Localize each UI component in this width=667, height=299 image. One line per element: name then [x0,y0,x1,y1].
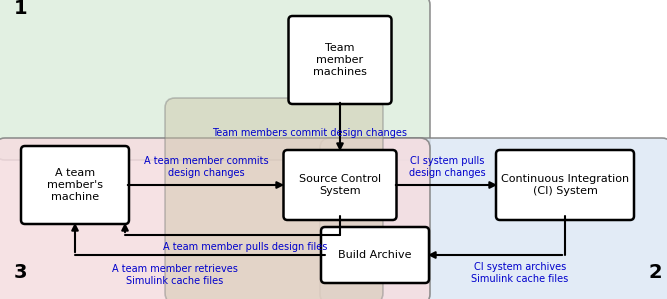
FancyBboxPatch shape [320,138,667,299]
Text: Continuous Integration
(CI) System: Continuous Integration (CI) System [501,174,629,196]
Text: Source Control
System: Source Control System [299,174,381,196]
FancyBboxPatch shape [289,16,392,104]
FancyBboxPatch shape [165,98,383,299]
Text: Team members commit design changes: Team members commit design changes [213,128,408,138]
Text: A team
member's
machine: A team member's machine [47,168,103,202]
FancyBboxPatch shape [0,138,430,299]
Text: A team member retrieves
Simulink cache files: A team member retrieves Simulink cache f… [112,264,238,286]
Text: A team member pulls design files: A team member pulls design files [163,242,327,252]
Text: 2: 2 [648,263,662,282]
Text: 1: 1 [14,0,27,18]
Text: Team
member
machines: Team member machines [313,43,367,77]
FancyBboxPatch shape [0,0,430,160]
Text: A team member commits
design changes: A team member commits design changes [143,156,268,178]
FancyBboxPatch shape [283,150,396,220]
Text: CI system archives
Simulink cache files: CI system archives Simulink cache files [472,262,569,283]
FancyBboxPatch shape [321,227,429,283]
Text: CI system pulls
design changes: CI system pulls design changes [409,156,486,178]
Text: Build Archive: Build Archive [338,250,412,260]
Text: 3: 3 [14,263,27,282]
FancyBboxPatch shape [21,146,129,224]
FancyBboxPatch shape [496,150,634,220]
